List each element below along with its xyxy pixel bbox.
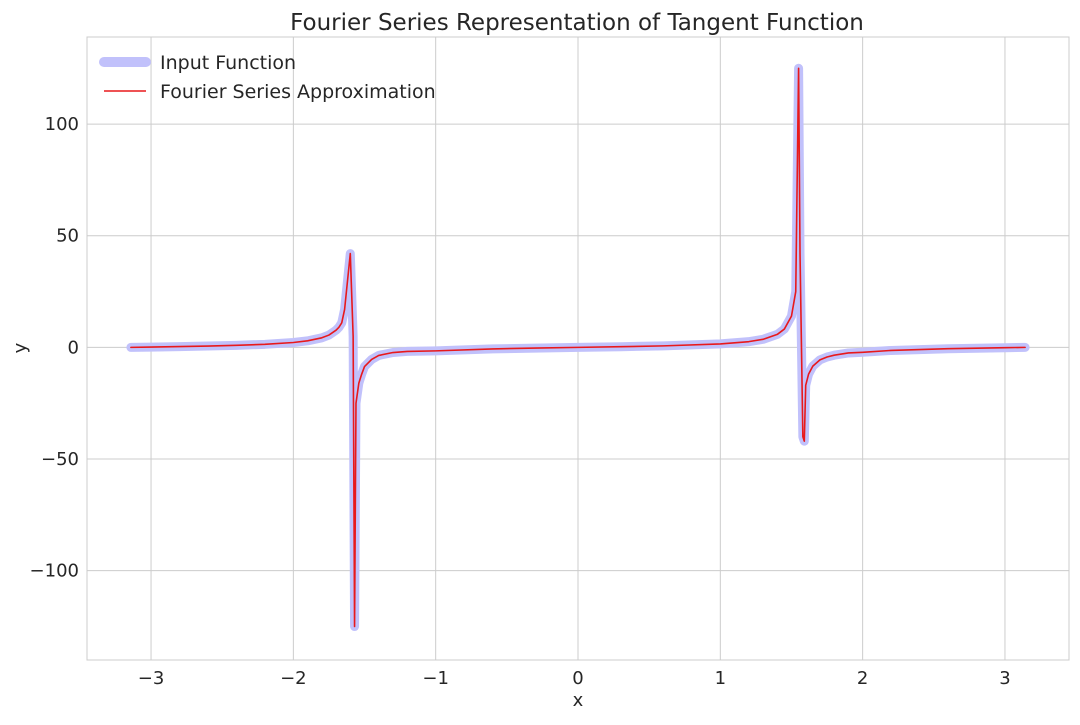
- x-axis-label: x: [573, 690, 584, 711]
- x-tick-label-5: 2: [857, 668, 868, 689]
- x-tick-label-3: 0: [572, 668, 583, 689]
- x-tick-label-0: −3: [138, 668, 165, 689]
- x-tick-label-1: −2: [280, 668, 307, 689]
- series-line-fourier-approximation: [130, 67, 1026, 628]
- legend-label-input-function: Input Function: [160, 52, 296, 74]
- x-tick-label-4: 1: [715, 668, 726, 689]
- x-tick-label-2: −1: [422, 668, 449, 689]
- x-tick-label-6: 3: [999, 668, 1010, 689]
- legend-label-fourier-approximation: Fourier Series Approximation: [160, 81, 436, 103]
- y-tick-label-0: −100: [30, 561, 79, 582]
- y-tick-label-2: 0: [68, 337, 79, 358]
- legend: Input Function Fourier Series Approximat…: [99, 52, 436, 103]
- y-axis-label: y: [10, 342, 31, 353]
- tick-labels: −3 −2 −1 0 1 2 3 −100 −50 0 50 100: [30, 114, 1011, 689]
- y-tick-label-4: 100: [45, 114, 79, 135]
- plot-border: [86, 36, 1070, 661]
- y-tick-label-1: −50: [41, 449, 79, 470]
- chart-title: Fourier Series Representation of Tangent…: [290, 10, 864, 36]
- series-group: [126, 63, 1030, 632]
- plot-frame: [86, 36, 1070, 661]
- y-tick-label-3: 50: [56, 226, 79, 247]
